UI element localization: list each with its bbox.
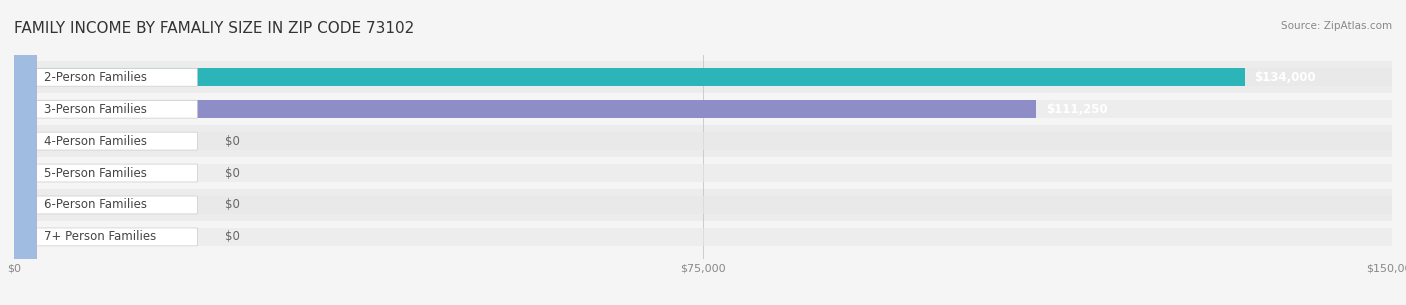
Text: 2-Person Families: 2-Person Families — [45, 71, 148, 84]
FancyBboxPatch shape — [11, 100, 197, 118]
Circle shape — [14, 0, 37, 305]
Bar — [14, 125, 1392, 157]
Text: 3-Person Families: 3-Person Families — [45, 103, 148, 116]
Text: $0: $0 — [225, 135, 240, 148]
Bar — [14, 228, 1392, 246]
Text: $0: $0 — [225, 167, 240, 180]
Bar — [14, 100, 1392, 118]
Bar — [14, 157, 1392, 189]
Text: 5-Person Families: 5-Person Families — [45, 167, 148, 180]
Circle shape — [14, 0, 37, 305]
Text: $0: $0 — [225, 230, 240, 243]
Text: $134,000: $134,000 — [1254, 71, 1316, 84]
Bar — [14, 100, 1036, 118]
Bar — [14, 61, 1392, 93]
Bar — [14, 93, 1392, 125]
Text: FAMILY INCOME BY FAMALIY SIZE IN ZIP CODE 73102: FAMILY INCOME BY FAMALIY SIZE IN ZIP COD… — [14, 21, 415, 36]
Circle shape — [14, 0, 37, 305]
Bar — [14, 132, 1392, 150]
Circle shape — [14, 0, 37, 305]
Bar — [14, 164, 1392, 182]
FancyBboxPatch shape — [11, 164, 197, 182]
Text: Source: ZipAtlas.com: Source: ZipAtlas.com — [1281, 21, 1392, 31]
Text: $0: $0 — [225, 199, 240, 211]
Text: 7+ Person Families: 7+ Person Families — [45, 230, 156, 243]
Text: $111,250: $111,250 — [1046, 103, 1108, 116]
FancyBboxPatch shape — [11, 68, 197, 86]
Bar — [14, 68, 1244, 86]
Bar — [14, 189, 1392, 221]
Bar — [14, 221, 1392, 253]
Text: 6-Person Families: 6-Person Families — [45, 199, 148, 211]
Circle shape — [14, 0, 37, 305]
Bar — [14, 196, 1392, 214]
Bar — [14, 68, 1392, 86]
Circle shape — [14, 0, 37, 305]
FancyBboxPatch shape — [11, 228, 197, 246]
FancyBboxPatch shape — [11, 196, 197, 214]
Text: 4-Person Families: 4-Person Families — [45, 135, 148, 148]
FancyBboxPatch shape — [11, 132, 197, 150]
